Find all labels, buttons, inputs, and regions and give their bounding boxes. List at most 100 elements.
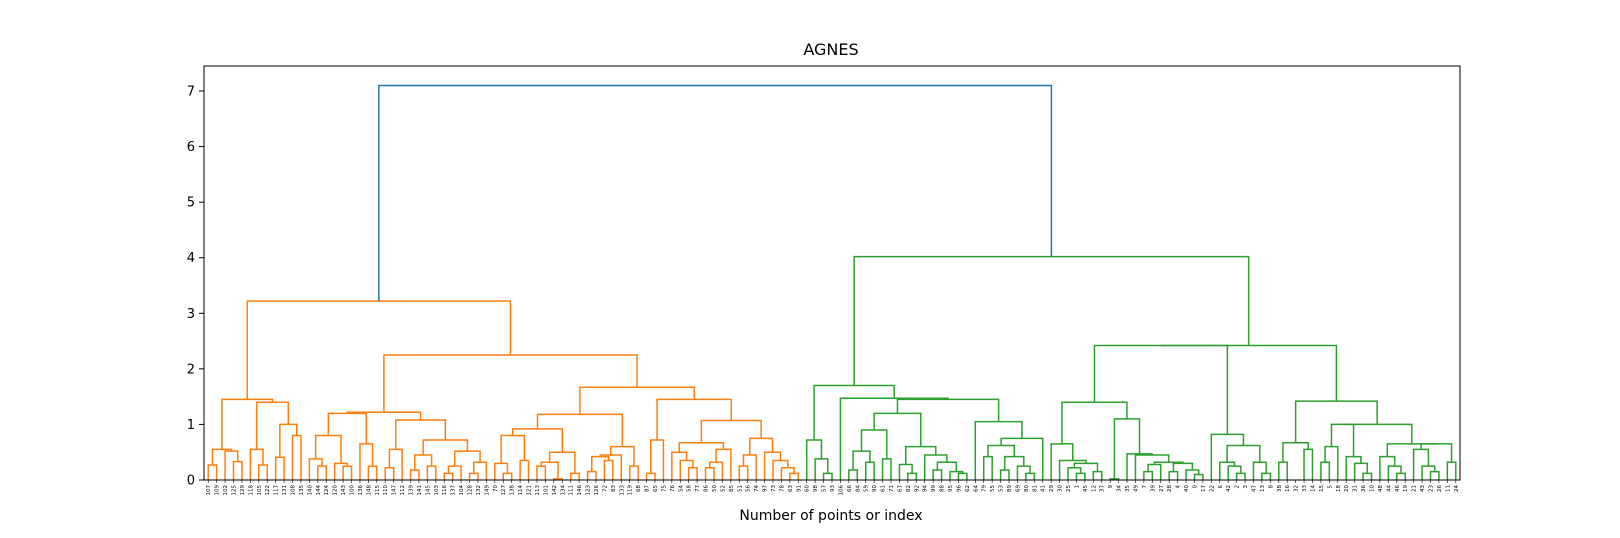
dendrogram-link: [1294, 400, 1378, 443]
dendrogram-link: [1004, 455, 1025, 470]
x-tick-label: 131: [282, 485, 288, 496]
x-tick-label: 8: [1268, 485, 1274, 489]
x-tick-label: 105: [257, 485, 263, 496]
dendrogram-link: [1353, 462, 1369, 480]
x-tick-label: 123: [586, 485, 592, 496]
dendrogram-link: [905, 445, 937, 465]
dendrogram-link: [246, 300, 512, 400]
x-tick-label: 57: [822, 485, 828, 492]
dendrogram-link: [715, 448, 732, 480]
dendrogram-link: [317, 465, 327, 480]
x-tick-label: 132: [476, 485, 482, 496]
x-tick-label: 52: [720, 485, 726, 492]
dendrogram-link: [645, 472, 656, 480]
x-tick-label: 2: [1235, 485, 1241, 489]
dendrogram-link: [1303, 448, 1314, 480]
dendrogram-link: [982, 455, 993, 480]
x-tick-label: 113: [535, 485, 541, 496]
x-tick-label: 111: [569, 485, 575, 496]
x-tick-label: 55: [990, 485, 996, 492]
dendrogram-link: [409, 469, 420, 480]
y-tick-label: 5: [187, 196, 195, 211]
x-tick-label: 32: [1294, 485, 1300, 492]
x-tick-label: 149: [484, 485, 490, 496]
dendrogram-link: [472, 461, 488, 480]
x-tick-label: 138: [510, 485, 516, 496]
x-tick-label: 63: [788, 485, 794, 492]
x-tick-label: 99: [931, 485, 937, 492]
x-tick-label: 19: [1403, 485, 1409, 492]
dendrogram-link: [1143, 470, 1154, 480]
dendrogram-link: [923, 454, 948, 480]
x-tick-label: 47: [1251, 485, 1257, 492]
dendrogram-link: [500, 434, 526, 464]
x-tick-label: 103: [434, 485, 440, 496]
x-tick-label: 102: [223, 485, 229, 496]
dendrogram-link: [221, 398, 274, 450]
x-tick-label: 66: [847, 485, 853, 492]
dendrogram-link: [678, 442, 725, 453]
dendrogram-link: [742, 454, 757, 480]
x-tick-label: 0: [1192, 485, 1198, 489]
dendrogram-link: [999, 469, 1010, 480]
dendrogram-link: [1092, 470, 1103, 480]
x-tick-label: 50: [712, 485, 718, 492]
x-tick-label: 104: [459, 485, 465, 496]
x-tick-label: 91: [796, 485, 802, 492]
dendrogram-link: [772, 459, 789, 480]
dendrogram-link: [367, 465, 378, 480]
dendrogram-link: [1345, 455, 1362, 480]
dendrogram-link: [586, 470, 597, 480]
dendrogram-link: [359, 443, 374, 480]
dendrogram-link: [700, 419, 762, 443]
dendrogram-link: [327, 412, 368, 444]
x-tick-label: 96: [956, 485, 962, 492]
x-tick-label: 82: [906, 485, 912, 492]
dendrogram-link: [1252, 461, 1267, 480]
dendrogram-link: [852, 450, 871, 470]
x-tick-label: 31: [1353, 485, 1359, 492]
x-tick-label: 137: [451, 485, 457, 496]
dendrogram-link: [805, 439, 823, 480]
x-tick-label: 29: [1049, 485, 1055, 492]
x-tick-label: 73: [771, 485, 777, 492]
x-tick-label: 114: [518, 485, 524, 496]
x-tick-label: 34: [1117, 485, 1123, 492]
dendrogram-link: [1168, 470, 1179, 480]
x-tick-label: 95: [948, 485, 954, 492]
x-tick-label: 40: [1184, 485, 1190, 492]
x-tick-label: 124: [324, 485, 330, 496]
dendrogram-link: [1075, 472, 1086, 480]
dendrogram-link: [1261, 472, 1272, 480]
x-tick-label: 110: [383, 485, 389, 496]
x-tick-label: 146: [577, 485, 583, 496]
dendrogram-link: [1386, 443, 1437, 457]
x-tick-label: 45: [1083, 485, 1089, 492]
dendrogram-link: [1073, 462, 1099, 472]
x-axis-label: Number of points or index: [739, 508, 922, 524]
x-tick-label: 70: [493, 485, 499, 492]
dendrogram-link: [279, 423, 298, 458]
x-tick-label: 85: [729, 485, 735, 492]
x-tick-label: 134: [560, 485, 566, 496]
dendrogram-link: [864, 461, 875, 480]
dendrogram-link: [1000, 437, 1044, 480]
dendrogram-link: [848, 469, 859, 480]
x-tick-label: 6: [1218, 485, 1224, 489]
dendrogram-link: [255, 401, 290, 450]
x-tick-label: 74: [754, 485, 760, 492]
dendrogram-link: [814, 458, 829, 480]
x-tick-label: 106: [838, 485, 844, 496]
dendrogram-link: [258, 464, 268, 480]
x-tick-label: 94: [923, 485, 929, 492]
dendrogram-link: [853, 255, 1250, 386]
dendrogram-link: [687, 467, 698, 480]
x-tick-label: 15: [1319, 485, 1325, 492]
x-tick-label: 5: [1327, 485, 1333, 489]
dendrogram-link: [1362, 472, 1373, 480]
dendrogram-link: [1429, 470, 1440, 480]
chart-title: AGNES: [803, 40, 858, 59]
dendrogram-link: [1421, 465, 1436, 480]
y-tick-label: 3: [187, 307, 195, 322]
x-tick-label: 38: [1277, 485, 1283, 492]
